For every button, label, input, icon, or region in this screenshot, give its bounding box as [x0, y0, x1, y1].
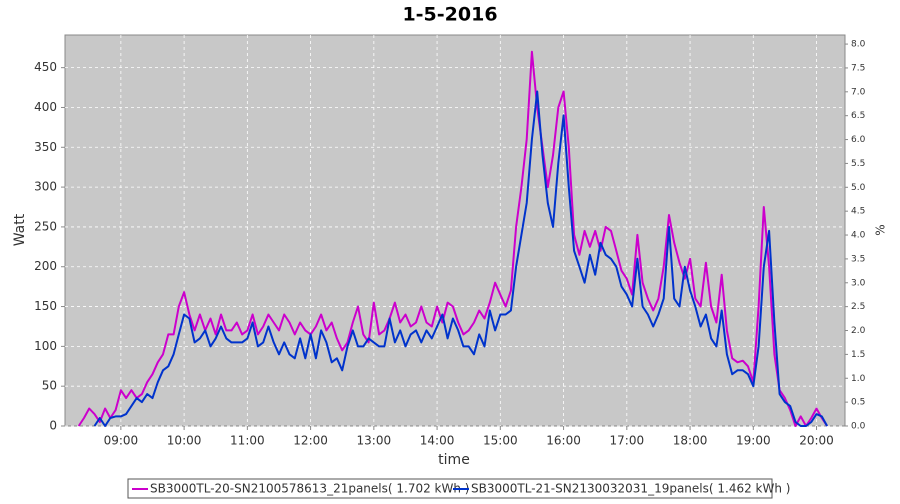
y2-tick-label: 5.0 — [851, 183, 866, 193]
y-tick-label: 350 — [34, 140, 57, 154]
series-line — [93, 90, 828, 427]
y-tick-label: 0 — [49, 419, 57, 433]
x-tick-label: 16:00 — [546, 434, 581, 448]
legend-label: SB3000TL-20-SN2100578613_21panels( 1.702… — [150, 482, 469, 496]
y-tick-label: 300 — [34, 180, 57, 194]
y-tick-label: 50 — [42, 379, 57, 393]
y-tick-label: 200 — [34, 259, 57, 273]
y-tick-label: 100 — [34, 339, 57, 353]
y2-tick-label: 6.5 — [851, 111, 865, 121]
x-tick-label: 13:00 — [357, 434, 392, 448]
x-tick-label: 12:00 — [293, 434, 328, 448]
y-tick-label: 400 — [34, 100, 57, 114]
legend — [127, 478, 773, 499]
y2-tick-label: 1.5 — [851, 350, 865, 360]
x-tick-label: 10:00 — [167, 434, 202, 448]
y2-tick-label: 8.0 — [851, 40, 866, 50]
x-tick-label: 19:00 — [736, 434, 771, 448]
y2-tick-label: 5.5 — [851, 159, 865, 169]
x-tick-label: 15:00 — [483, 434, 518, 448]
y-tick-label: 250 — [34, 219, 57, 233]
y2-tick-label: 7.0 — [851, 87, 866, 97]
x-tick-label: 11:00 — [230, 434, 265, 448]
x-tick-label: 17:00 — [610, 434, 645, 448]
y2-tick-label: 4.0 — [851, 231, 866, 241]
y2-tick-label: 2.0 — [851, 326, 866, 336]
x-tick-label: 20:00 — [799, 434, 834, 448]
y2-tick-label: 1.0 — [851, 374, 866, 384]
y2-tick-label: 6.0 — [851, 135, 866, 145]
y-axis-label: Watt — [12, 213, 28, 246]
x-tick-label: 14:00 — [420, 434, 455, 448]
y2-tick-label: 3.0 — [851, 278, 866, 288]
y2-axis-label: % — [874, 224, 888, 235]
y-tick-label: 150 — [34, 299, 57, 313]
series-line — [77, 50, 828, 427]
y2-tick-label: 0.5 — [851, 398, 865, 408]
y2-tick-label: 3.5 — [851, 254, 865, 264]
y2-tick-label: 4.5 — [851, 207, 865, 217]
legend-label: SB3000TL-21-SN2130032031_19panels( 1.462… — [471, 482, 790, 496]
x-axis-label: time — [438, 452, 470, 468]
x-tick-label: 18:00 — [673, 434, 708, 448]
y2-tick-label: 2.5 — [851, 302, 865, 312]
y2-tick-label: 0.0 — [851, 422, 866, 432]
y-tick-label: 450 — [34, 60, 57, 74]
x-tick-label: 09:00 — [104, 434, 139, 448]
chart-title: 1-5-2016 — [402, 4, 497, 26]
plot-area — [64, 34, 846, 427]
y2-tick-label: 7.5 — [851, 63, 865, 73]
